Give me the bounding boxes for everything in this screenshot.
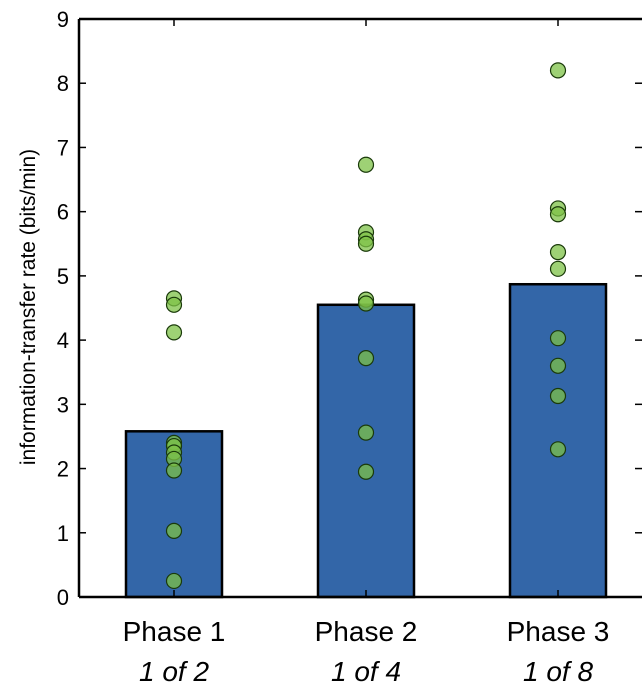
y-tick-label: 9 <box>57 7 69 32</box>
x-tick-label: Phase 1 <box>123 616 226 647</box>
y-tick-label: 0 <box>57 585 69 610</box>
x-tick-label: Phase 3 <box>507 616 610 647</box>
axes-layer <box>77 17 642 599</box>
data-point <box>549 330 567 347</box>
data-point <box>357 463 375 480</box>
data-point <box>165 522 183 539</box>
data-point <box>165 296 183 313</box>
y-tick-label: 1 <box>57 521 69 546</box>
y-tick-label: 7 <box>57 135 69 160</box>
y-tick-label: 2 <box>57 457 69 482</box>
x-tick-sublabel: 1 of 8 <box>523 656 593 687</box>
data-point <box>165 572 183 590</box>
data-point <box>357 424 375 441</box>
data-point <box>549 357 567 374</box>
data-point <box>549 441 567 458</box>
data-point <box>549 244 567 261</box>
x-tick-label: Phase 2 <box>315 616 418 647</box>
data-point <box>549 62 567 79</box>
data-point <box>549 387 567 405</box>
y-tick-label: 4 <box>57 328 69 353</box>
bar-2 <box>316 303 416 599</box>
data-point <box>165 462 183 479</box>
data-point <box>357 349 375 367</box>
x-tick-sublabel: 1 of 4 <box>331 656 401 687</box>
y-tick-label: 3 <box>57 392 69 417</box>
data-point <box>165 324 183 341</box>
data-point <box>549 260 567 277</box>
labels-layer: 0 1 2 3 4 5 6 7 8 9 Phase 1 1 of 2 Phase 2 1 of 4 Phas… <box>57 7 610 687</box>
y-tick-label: 6 <box>57 200 69 225</box>
data-point <box>357 235 375 252</box>
y-tick-label: 5 <box>57 264 69 289</box>
x-tick-sublabel: 1 of 2 <box>139 656 209 687</box>
y-axis-title: information-transfer rate (bits/min) <box>17 149 40 465</box>
data-point <box>549 206 567 223</box>
data-point <box>357 156 375 173</box>
y-tick-label: 8 <box>57 71 69 96</box>
points-layer <box>165 62 567 590</box>
data-point <box>357 295 375 312</box>
